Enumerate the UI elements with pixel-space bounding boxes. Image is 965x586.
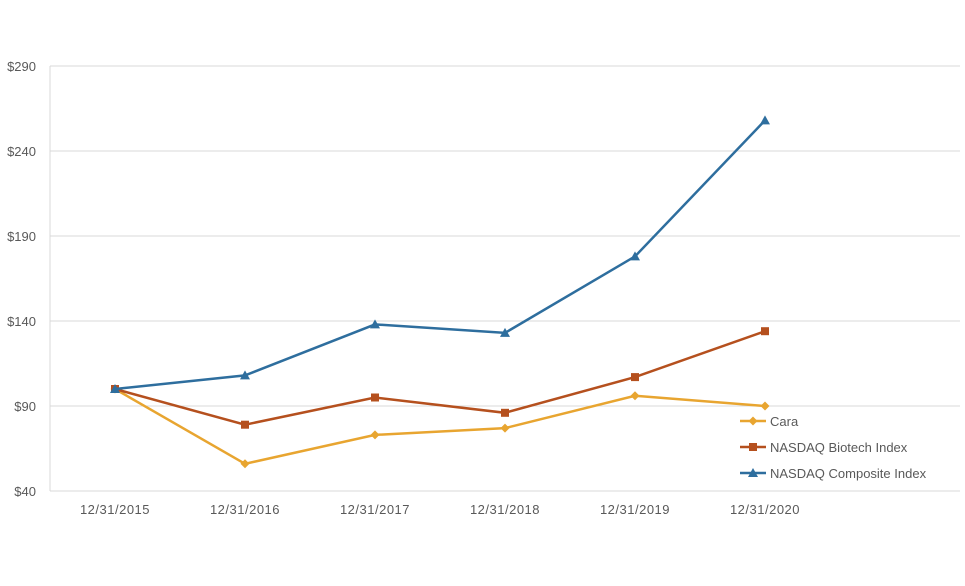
- x-tick-label: 12/31/2020: [730, 502, 800, 517]
- y-tick-label: $140: [7, 314, 36, 329]
- y-tick-label: $40: [14, 484, 36, 499]
- series-group: [110, 115, 770, 469]
- legend-label: NASDAQ Biotech Index: [770, 440, 908, 455]
- series-line: [114, 387, 766, 466]
- data-point: [761, 327, 769, 336]
- data-point: [241, 420, 249, 429]
- legend: Cara NASDAQ Biotech Index NASDAQ Composite…: [740, 414, 927, 481]
- data-point: [370, 319, 380, 329]
- data-point: [240, 370, 250, 380]
- series-0: [110, 384, 770, 469]
- y-tick-label: $240: [7, 144, 36, 159]
- x-tick-label: 12/31/2019: [600, 502, 670, 517]
- data-point: [240, 459, 250, 469]
- legend-marker: [748, 416, 758, 426]
- legend-marker: [749, 443, 757, 451]
- series-line: [114, 330, 766, 426]
- legend-label: Cara: [770, 414, 799, 429]
- data-point: [500, 327, 510, 337]
- legend-item: NASDAQ Composite Index: [740, 466, 927, 481]
- data-point: [760, 115, 770, 125]
- legend-label: NASDAQ Composite Index: [770, 466, 927, 481]
- x-tick-label: 12/31/2017: [340, 502, 410, 517]
- x-tick-label: 12/31/2018: [470, 502, 540, 517]
- data-point: [631, 373, 639, 382]
- data-point: [371, 393, 379, 402]
- data-point: [500, 423, 510, 433]
- grid-lines: [50, 65, 960, 492]
- legend-marker: [748, 468, 758, 477]
- data-point: [630, 251, 640, 261]
- y-tick-label: $190: [7, 229, 36, 244]
- legend-item: NASDAQ Biotech Index: [740, 440, 908, 455]
- data-point: [501, 408, 509, 417]
- data-point: [630, 391, 640, 401]
- data-point: [110, 384, 120, 393]
- y-tick-label: $90: [14, 399, 36, 414]
- y-tick-label: $290: [7, 59, 36, 74]
- legend-item: Cara: [740, 414, 799, 429]
- y-axis: $40 $90 $140 $190 $240 $290: [7, 59, 51, 499]
- series-line: [114, 119, 766, 391]
- x-axis: 12/31/2015 12/31/2016 12/31/2017 12/31/2018…: [80, 502, 800, 517]
- data-point: [760, 401, 770, 411]
- series-2: [110, 115, 770, 393]
- x-tick-label: 12/31/2016: [210, 502, 280, 517]
- x-tick-label: 12/31/2015: [80, 502, 150, 517]
- data-point: [370, 430, 380, 440]
